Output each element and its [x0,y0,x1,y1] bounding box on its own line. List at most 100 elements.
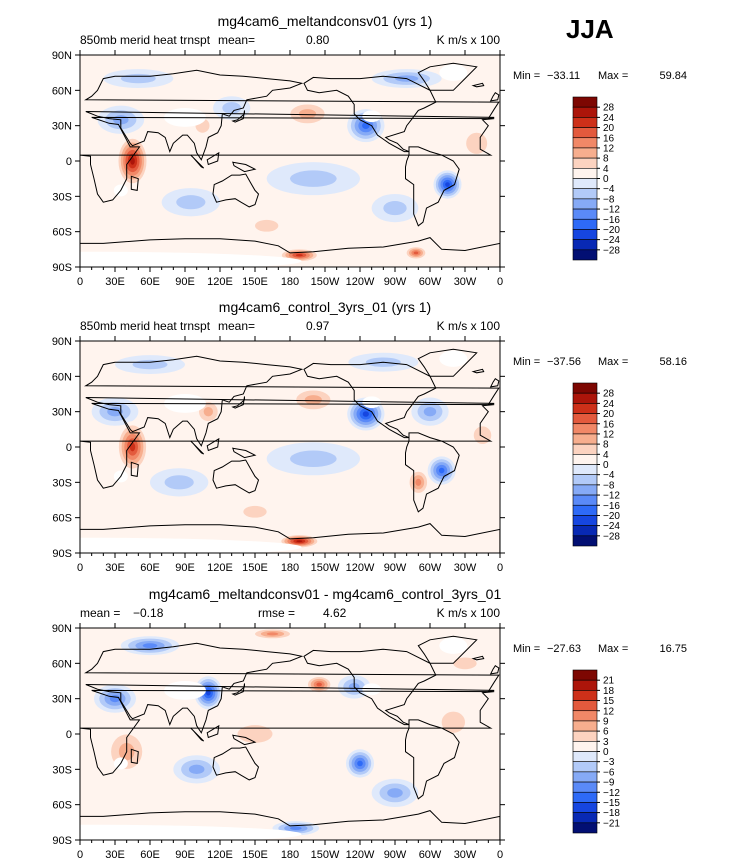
colorbar-label: −24 [603,235,620,246]
contour-fill [290,450,337,468]
colorbar-label: 9 [603,716,609,727]
field-feature [150,468,209,497]
contour-fill [438,467,445,474]
coastline [84,69,500,161]
colorbar-box [572,433,598,445]
x-tick-label: 150E [242,276,268,288]
colorbar-label: −20 [603,225,620,236]
colorbar-label: 0 [603,747,609,758]
y-tick-label: 90N [52,50,72,62]
y-tick-label: 30N [52,121,72,133]
field-feature [103,69,174,88]
colorbar-label: 4 [603,164,609,175]
x-tick-label: 30E [105,276,125,288]
field-feature [346,749,374,778]
x-tick-label: 150W [311,562,340,574]
x-tick-label: 0 [497,849,503,861]
y-tick-label: 90S [52,835,72,847]
colorbar-box [572,239,598,251]
max-value: 58.16 [659,356,687,368]
coastline [212,459,260,494]
rmse-value: 4.62 [323,606,347,620]
x-tick-label: 150W [311,276,340,288]
field-feature [281,99,334,129]
colorbar-label: 21 [603,676,615,687]
colorbar-box [572,690,598,701]
x-tick-label: 120W [346,849,375,861]
y-tick-label: 0 [66,156,72,168]
coastline [303,361,437,439]
units-label: K m/s x 100 [437,319,501,333]
contour-fill [415,478,422,486]
mean-label: mean= [218,33,255,47]
map-area [80,341,500,553]
contour-fill [304,395,322,405]
field-feature [266,162,361,196]
coastline [231,396,245,409]
y-tick-label: 90N [52,623,72,635]
contour-fill [362,411,369,417]
field-feature [427,456,456,485]
x-tick-label: 150E [242,849,268,861]
min-value: −37.56 [547,356,581,368]
field-feature [287,385,340,415]
colorbar-box [572,525,598,537]
coastline [130,748,139,764]
map-panel-1: mg4cam6_meltandconsv01 (yrs 1) 850mb meri… [52,13,687,288]
y-tick-label: 30N [52,694,72,706]
colorbar-label: 12 [603,429,615,440]
contour-fill [316,682,322,687]
contour-fill [120,73,156,84]
min-value: −33.11 [547,70,580,82]
colorbar-box [572,147,598,159]
coastline [84,355,500,447]
field-feature [371,193,419,223]
x-tick-label: 30W [454,276,477,288]
coastline [84,642,500,734]
colorbar-box [572,679,598,691]
colorbar-label: 8 [603,440,609,451]
coastline [80,689,495,776]
colorbar-label: 28 [603,103,615,114]
x-tick-label: 150E [242,562,268,574]
y-tick-label: 60N [52,371,72,383]
max-label: Max = [598,356,628,368]
coastline [417,348,478,377]
x-tick-label: 30E [105,849,125,861]
colorbar-box [572,188,598,200]
contour-fill [243,505,267,518]
colorbar-box [572,720,598,732]
contour-fill [142,643,158,649]
colorbar-box [572,751,598,762]
colorbar-box [572,413,598,425]
x-tick-label: 90W [384,562,407,574]
coastline [417,635,478,664]
colorbar-label: 4 [603,450,609,461]
contour-fill [164,475,194,490]
colorbar-label: −16 [603,501,620,512]
field-feature [213,96,251,120]
y-tick-label: 90S [52,262,72,274]
field-feature [220,716,290,752]
x-tick-label: 0 [497,562,503,574]
x-tick-label: 180 [281,276,299,288]
coastline [206,151,220,166]
contour-fill [290,170,337,187]
coastline [471,368,485,374]
field-feature [161,188,220,217]
y-tick-label: 90N [52,336,72,348]
contour-fill [413,251,419,255]
contour-fill [203,406,213,417]
colorbar-label: −24 [603,521,620,532]
masked-region [80,251,302,267]
colorbar-label: −8 [603,194,615,205]
colorbar-box [572,710,598,722]
contour-fill [383,201,407,216]
contour-fill [188,764,205,775]
colorbar-box [572,812,598,824]
max-label: Max = [598,70,628,82]
masked-region [439,350,468,367]
colorbar-box [572,781,598,793]
coastline [190,440,205,455]
colorbar-label: 8 [603,154,609,165]
